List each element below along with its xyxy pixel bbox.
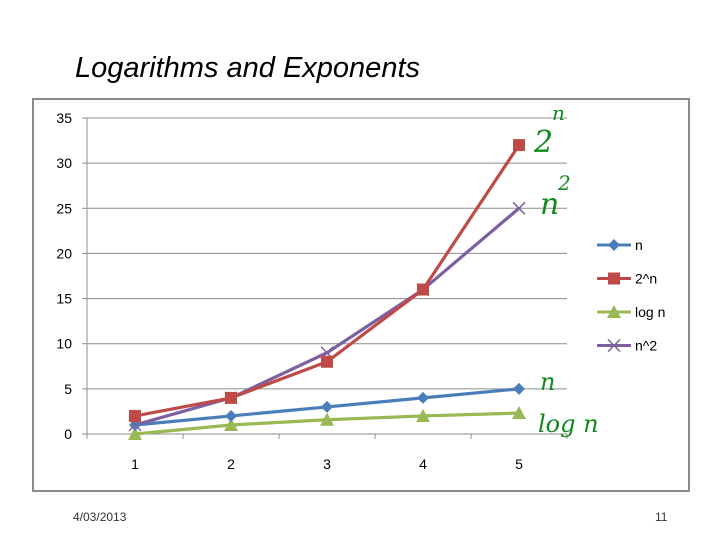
series-line-n-2 [134,207,521,427]
x-tick-label: 3 [323,456,331,472]
data-point-log-n [320,412,334,426]
annotation-2n: 2 [533,125,553,160]
data-point-2-n [417,283,429,296]
y-tick-label: 15 [56,291,72,307]
legend-marker-log-n [607,305,621,318]
legend-label-log-n: log n [635,304,665,320]
data-point-n [513,382,525,395]
chart-frame [32,98,690,492]
data-point-2-n [225,391,237,404]
data-point-log-n [128,427,142,440]
legend-marker-n-2 [607,338,621,353]
annotation-n2-exponent: 2 [557,171,571,195]
y-tick-label: 20 [56,245,72,261]
page-number: 11 [655,510,668,524]
data-point-n-2 [512,201,526,215]
data-point-log-n [416,408,430,422]
legend-label-n-2: n^2 [635,338,657,354]
y-tick-label: 5 [64,381,72,397]
y-tick-label: 30 [56,155,72,171]
annotation-n: n [540,368,555,396]
x-tick-label: 5 [515,456,523,472]
legend-marker-n [608,239,620,251]
data-point-2-n [513,139,525,152]
x-tick-label: 1 [131,456,139,472]
legend-marker-2-n [608,272,620,285]
data-point-2-n [321,355,333,368]
y-tick-label: 0 [64,426,72,442]
data-point-log-n [224,417,238,431]
data-point-2-n [129,409,141,422]
data-point-log-n [512,406,526,420]
slide-title: Logarithms and Exponents [75,52,420,84]
y-tick-label: 25 [56,200,72,216]
x-tick-label: 2 [227,456,235,472]
legend-label-2-n: 2^n [635,271,657,287]
legend-label-n: n [635,237,643,253]
data-point-n [417,391,429,404]
x-tick-label: 4 [419,456,427,472]
series-line-2-n [134,144,521,418]
data-point-n [225,409,237,422]
y-tick-label: 10 [56,336,72,352]
footer-date: 4/03/2013 [73,510,127,524]
y-tick-label: 35 [56,110,72,126]
data-point-n [321,400,333,413]
annotation-log-n: log n [538,410,599,438]
annotation-2n-exponent: n [552,101,565,125]
annotation-n2: n [540,187,559,222]
